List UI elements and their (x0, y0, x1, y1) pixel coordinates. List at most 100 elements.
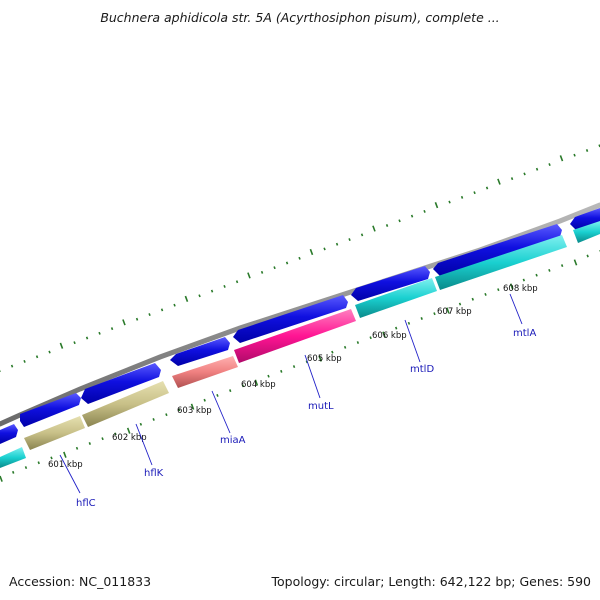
leader-line-hflK (135, 423, 153, 466)
gene-arrow-miaA[interactable] (172, 356, 238, 388)
tick-mark (73, 341, 76, 345)
gene-label-hflC[interactable]: hflC (76, 498, 96, 509)
forward-gene[interactable] (433, 224, 562, 276)
tick-mark (586, 254, 589, 258)
tick-mark (101, 437, 104, 441)
tick-mark (471, 297, 474, 301)
forward-strand (0, 208, 600, 444)
tick-mark (75, 446, 79, 450)
gene-arrow-partial[interactable] (0, 447, 26, 468)
tick-mark (229, 389, 232, 393)
outer-tick-marks (0, 144, 600, 372)
tick-mark (460, 195, 464, 199)
tick-mark (420, 317, 423, 320)
tick-mark (372, 225, 376, 232)
tick-mark (433, 312, 436, 316)
tick-mark (535, 167, 539, 171)
kbp-label: 605 kbp (307, 354, 342, 364)
tick-mark (305, 360, 309, 364)
tick-mark (35, 355, 39, 359)
tick-mark (473, 191, 476, 195)
gene-arrow-mtlA[interactable] (435, 235, 567, 290)
tick-mark (98, 331, 101, 335)
tick-mark (318, 355, 322, 362)
gene-label-hflK[interactable]: hflK (144, 468, 164, 479)
forward-gene[interactable] (351, 266, 430, 301)
tick-mark (10, 364, 14, 368)
tick-mark (235, 280, 239, 284)
genome-backbone (0, 202, 600, 427)
tick-mark (285, 261, 289, 265)
reverse-strand (0, 221, 600, 468)
tick-mark (48, 350, 51, 354)
tick-mark (110, 327, 114, 331)
tick-mark (160, 308, 164, 312)
tick-mark (523, 172, 526, 176)
tick-mark (448, 200, 451, 204)
gene-arrow-mutL[interactable] (234, 309, 356, 363)
tick-mark (254, 379, 259, 386)
tick-mark (260, 270, 264, 274)
forward-gene[interactable] (170, 337, 230, 366)
tick-mark (522, 278, 526, 282)
forward-gene[interactable] (81, 363, 161, 404)
tick-mark (63, 451, 67, 458)
tick-mark (369, 336, 372, 340)
tick-mark (216, 393, 219, 397)
tick-mark (458, 302, 462, 306)
tick-mark (407, 321, 411, 325)
gene-label-lines (59, 293, 523, 494)
tick-mark (88, 442, 91, 445)
leader-line-hflC (59, 454, 81, 494)
forward-gene[interactable] (233, 295, 348, 343)
tick-mark (573, 259, 578, 266)
tick-mark (280, 369, 283, 373)
gene-arrow-hflC[interactable] (24, 416, 85, 450)
tick-mark (398, 219, 401, 223)
tick-mark (152, 418, 155, 421)
tick-mark (12, 470, 15, 474)
tick-mark (360, 233, 364, 237)
tick-mark (382, 331, 386, 338)
tick-mark (585, 149, 589, 152)
tick-mark (223, 284, 226, 288)
tick-mark (485, 186, 489, 190)
tick-mark (50, 456, 53, 460)
gene-labels: hflC hflK miaA mutL mtlD mtlA (76, 328, 536, 509)
gene-arrow-hflK[interactable] (82, 381, 169, 427)
tick-mark (385, 224, 389, 227)
tick-mark (548, 163, 551, 167)
gene-label-mtlA[interactable]: mtlA (513, 328, 536, 339)
gene-label-mtlD[interactable]: mtlD (410, 364, 434, 375)
forward-gene[interactable] (0, 424, 18, 444)
tick-mark (126, 427, 131, 434)
genome-stats: Topology: circular; Length: 642,122 bp; … (271, 574, 592, 589)
tick-mark (241, 384, 245, 388)
kbp-label: 607 kbp (437, 307, 472, 317)
tick-mark (184, 295, 189, 302)
tick-mark (198, 294, 201, 298)
tick-mark (37, 461, 40, 465)
tick-mark (559, 155, 564, 162)
tick-mark (148, 313, 151, 317)
gene-arrow-mtlD[interactable] (355, 278, 437, 318)
tick-mark (510, 177, 514, 181)
tick-mark (535, 273, 538, 277)
tick-mark (335, 242, 339, 246)
tick-mark (0, 475, 3, 482)
tick-mark (298, 256, 301, 260)
tick-mark (122, 319, 126, 326)
tick-mark (509, 283, 514, 290)
inner-tick-marks (0, 250, 600, 482)
forward-gene[interactable] (20, 393, 81, 427)
gene-arrow-partial[interactable] (573, 221, 600, 243)
tick-mark (23, 359, 26, 363)
gene-label-miaA[interactable]: miaA (220, 435, 246, 446)
tick-mark (497, 288, 500, 292)
tick-mark (343, 345, 347, 349)
tick-mark (323, 247, 326, 251)
gene-label-mutL[interactable]: mutL (308, 401, 334, 412)
tick-mark (267, 374, 270, 378)
tick-mark (309, 248, 314, 256)
